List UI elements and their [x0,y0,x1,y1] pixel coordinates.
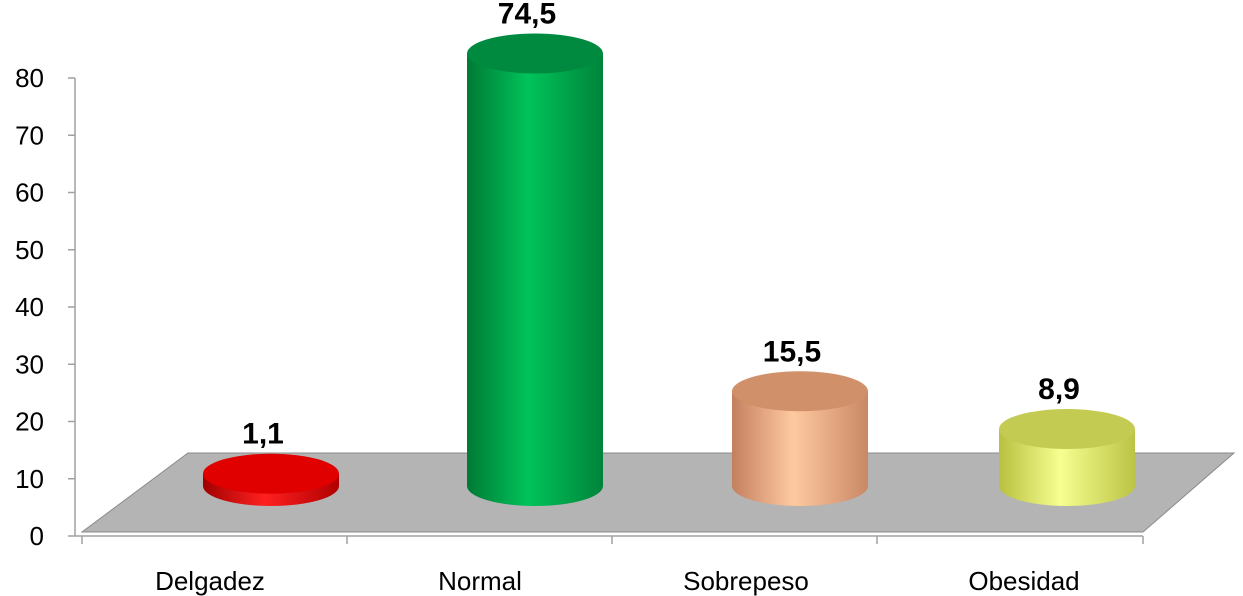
bar [999,429,1135,506]
data-label: 15,5 [763,335,821,368]
y-tick-label: 20 [15,407,44,437]
x-category-label: Normal [438,566,522,596]
y-tick-label: 60 [15,178,44,208]
y-tick-label: 0 [30,521,44,551]
bar [467,53,603,507]
data-label: 8,9 [1038,373,1080,406]
y-tick-label: 70 [15,120,44,150]
data-label: 1,1 [242,418,284,451]
chart-floor [80,452,1236,533]
bar-top [999,409,1135,450]
bar-top [732,371,868,412]
bar [732,391,868,506]
y-tick-label: 40 [15,292,44,322]
y-tick-label: 10 [15,464,44,494]
x-category-label: Delgadez [155,566,265,596]
x-category-label: Sobrepeso [683,566,809,596]
y-tick-label: 30 [15,349,44,379]
data-label: 74,5 [498,0,556,30]
x-category-label: Obesidad [968,566,1079,596]
y-tick-label: 80 [15,63,44,93]
bar-top [467,33,603,74]
y-tick-label: 50 [15,235,44,265]
bar-top [203,453,339,494]
